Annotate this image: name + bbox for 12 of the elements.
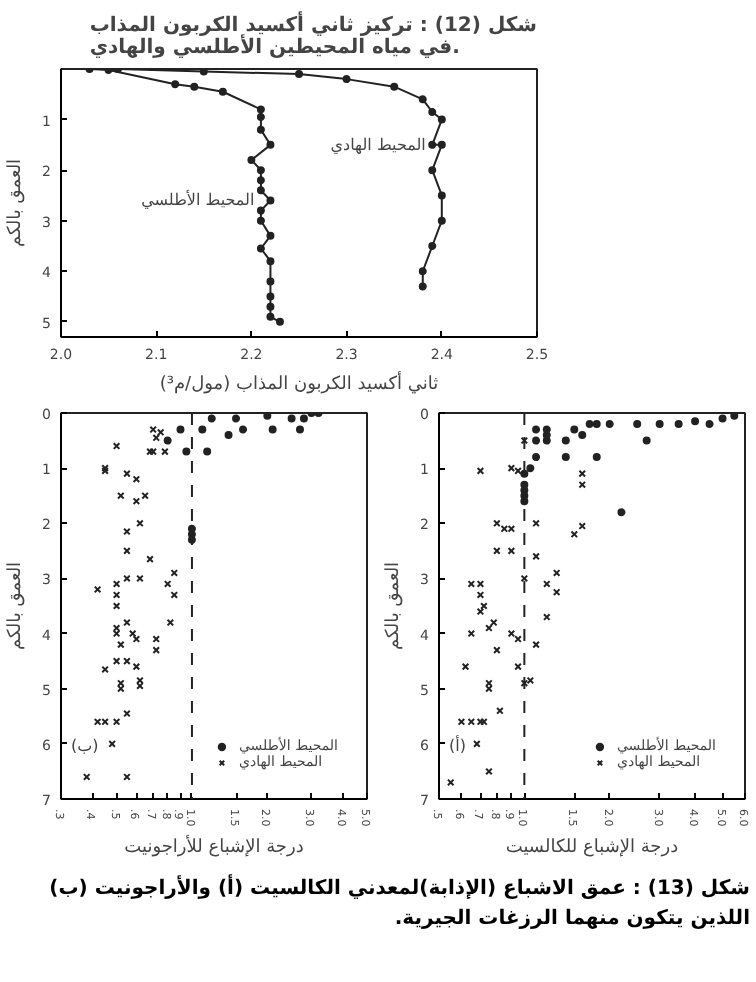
- x-axis-title: ثاني أكسيد الكربون المذاب (مول/م³): [159, 371, 440, 395]
- y-axis-title: العمق بالكم: [6, 158, 27, 248]
- series-label: المحيط الهادي: [330, 135, 426, 154]
- text: شكل (13) : عمق الاشباع (الإذابة)لمعدني الكالسيت (أ) والأراجونيت (ب) اللذين يتكون منهما الرزغات الجيرية.: [47, 874, 750, 934]
- chart-title: شكل (12) : تركيز ثاني أكسيد الكربون المذاب في مياه المحيطين الأطلسي والهادي.: [89, 11, 538, 59]
- y-axis-title: العمق بالكم: [384, 561, 405, 651]
- x-axis-title: درجة الإشباع للكالسيت: [505, 838, 679, 859]
- series-label: المحيط الأطلسي: [141, 189, 255, 210]
- y-axis-title: العمق بالكم: [6, 561, 27, 651]
- x-axis-title: درجة الإشباع للأراجونيت: [124, 834, 304, 859]
- annotation: (أ): [449, 735, 466, 755]
- annotation: (ب): [71, 737, 99, 755]
